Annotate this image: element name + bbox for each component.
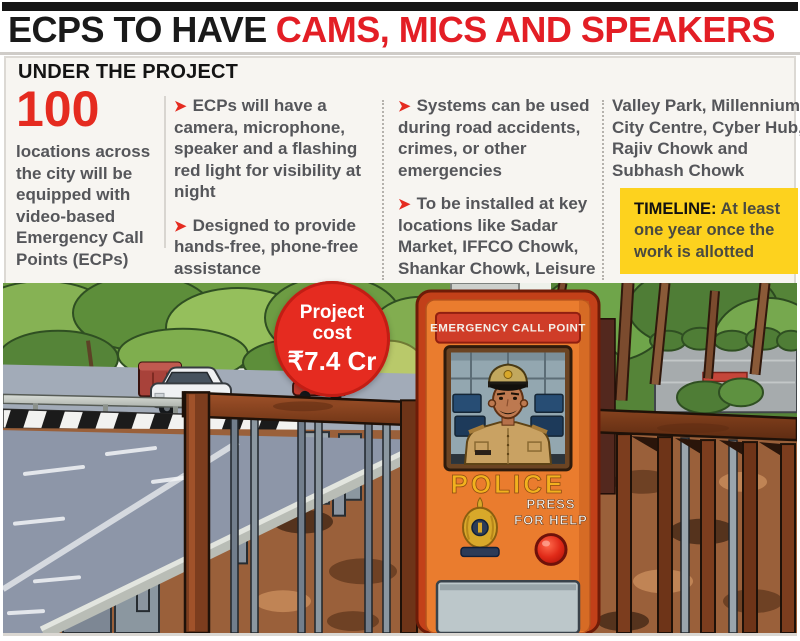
timeline-text: At least one year once the work is allot… bbox=[634, 200, 781, 261]
kiosk-header-band bbox=[435, 311, 581, 344]
emergency-call-point-kiosk: EMERGENCY CALL POINT bbox=[415, 289, 601, 633]
bullet-text: Designed to provide hands-free, phone-fr… bbox=[174, 215, 359, 279]
bullet-text: To be installed at key locations like Sa… bbox=[398, 194, 596, 279]
help-button-highlight bbox=[542, 540, 550, 547]
bullet-item: ➤ ECPs will have a camera, microphone, sp… bbox=[174, 95, 380, 203]
bullet-item: ➤ Designed to provide hands-free, phone-f… bbox=[174, 215, 380, 280]
bullet-item: ➤ To be installed at key locations like S… bbox=[398, 193, 604, 279]
cost-badge-line1: Project bbox=[299, 302, 365, 324]
highway-illustration: EMERGENCY CALL POINT bbox=[3, 283, 797, 633]
bullet-item: ➤ Systems can be used during road acciden… bbox=[398, 95, 604, 181]
column-divider-solid bbox=[164, 96, 166, 248]
help-button bbox=[534, 533, 568, 566]
press-label-line2: FOR HELP bbox=[514, 513, 588, 528]
kiosk-side-panel bbox=[598, 318, 616, 495]
arrow-bullet-icon: ➤ bbox=[174, 217, 187, 235]
section-heading: UNDER THE PROJECT bbox=[18, 61, 239, 83]
bullet-text: ECPs will have a camera, microphone, spe… bbox=[174, 96, 362, 202]
kiosk-header-label: EMERGENCY CALL POINT bbox=[430, 323, 586, 335]
arrow-bullet-icon: ➤ bbox=[398, 196, 411, 214]
stat-text: locations across the city will be equipp… bbox=[16, 142, 151, 269]
project-cost-badge: Project cost ₹7.4 Cr bbox=[274, 281, 390, 397]
column-usage: ➤ Systems can be used during road acciden… bbox=[398, 95, 604, 292]
bullet-text: Systems can be used during road accident… bbox=[398, 96, 590, 180]
locations-continuation-text: Valley Park, Millennium City Centre, Cyb… bbox=[612, 96, 800, 180]
kiosk-bottom-panel bbox=[435, 580, 581, 633]
arrow-bullet-icon: ➤ bbox=[398, 98, 411, 115]
police-officer bbox=[463, 363, 553, 465]
press-label-line1: PRESS bbox=[526, 497, 575, 512]
police-label: POLICE bbox=[451, 471, 566, 499]
cost-badge-amount: ₹7.4 Cr bbox=[287, 345, 377, 376]
police-emblem-icon bbox=[460, 496, 500, 558]
title-divider bbox=[0, 52, 800, 55]
page-title: ECPS TO HAVE CAMS, MICS AND SPEAKERS bbox=[8, 9, 775, 51]
timeline-label: TIMELINE: bbox=[634, 200, 717, 218]
top-accent-bar bbox=[2, 2, 798, 11]
arrow-bullet-icon: ➤ bbox=[174, 98, 187, 115]
title-black-part: ECPS TO HAVE bbox=[8, 9, 267, 50]
column-divider-dotted-1 bbox=[382, 100, 384, 280]
cost-badge-line2: cost bbox=[312, 323, 352, 345]
timeline-callout: TIMELINE: At least one year once the work… bbox=[620, 188, 798, 275]
column-locations: Valley Park, Millennium City Centre, Cyb… bbox=[612, 95, 800, 193]
stat-number: 100 bbox=[16, 81, 100, 137]
kiosk-screen bbox=[443, 345, 573, 472]
column-divider-dotted-2 bbox=[602, 100, 604, 280]
panel-shadow bbox=[440, 584, 576, 591]
title-red-part: CAMS, MICS AND SPEAKERS bbox=[275, 9, 776, 50]
column-features: ➤ ECPs will have a camera, microphone, sp… bbox=[174, 95, 380, 292]
boundary-wall bbox=[649, 326, 797, 415]
illustration-scene: EMERGENCY CALL POINT bbox=[3, 283, 797, 636]
